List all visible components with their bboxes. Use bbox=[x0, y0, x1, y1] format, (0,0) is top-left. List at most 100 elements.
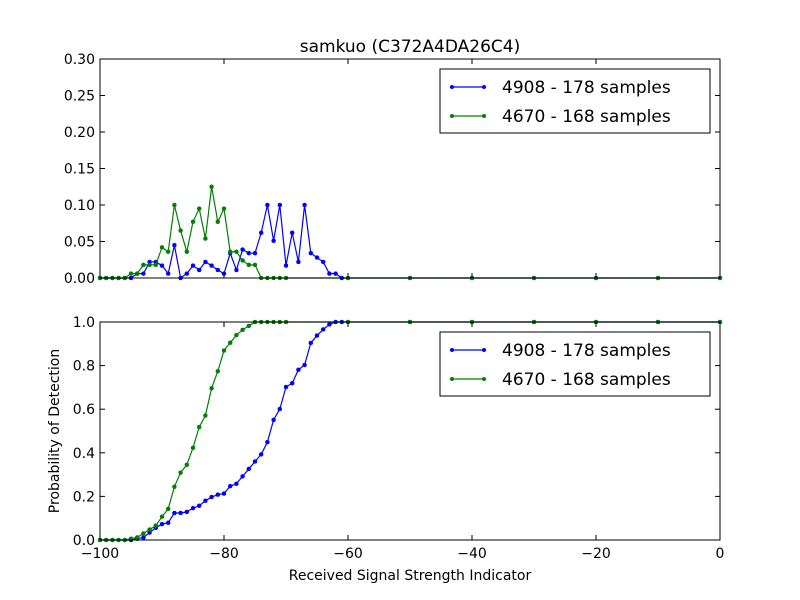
top-series-1-point bbox=[221, 206, 227, 211]
bottom-legend-swatch-marker bbox=[450, 377, 454, 381]
bottom-legend-swatch-marker bbox=[450, 348, 454, 352]
bottom-ytick-label: 0.6 bbox=[73, 402, 95, 418]
bottom-legend-label: 4908 - 178 samples bbox=[502, 341, 671, 361]
top-series-0-point bbox=[190, 263, 196, 268]
bottom-xtick-label: −80 bbox=[209, 546, 239, 562]
top-ytick-label: 0.10 bbox=[64, 198, 95, 214]
bottom-ytick-label: 1.0 bbox=[73, 315, 95, 331]
top-series-0-point bbox=[265, 202, 270, 208]
top-series-0-point bbox=[184, 271, 190, 276]
top-series-0-point bbox=[215, 267, 221, 273]
bottom-xtick-label: −20 bbox=[581, 546, 611, 562]
bottom-series-1-point bbox=[159, 514, 165, 519]
bottom-series-1-point bbox=[141, 531, 146, 536]
top-series-1-point bbox=[227, 249, 233, 254]
top-legend: 4908 - 178 samples 4670 - 168 samples bbox=[439, 68, 711, 134]
bottom-series-0-point bbox=[234, 481, 239, 487]
top-legend-label: 4908 - 178 samples bbox=[502, 78, 671, 98]
bottom-series-0-point bbox=[203, 498, 208, 504]
bottom-series-0-point bbox=[184, 509, 190, 515]
top-ytick-label: 0.00 bbox=[64, 271, 95, 287]
top-series-1-point bbox=[234, 249, 239, 254]
top-series-0-point bbox=[283, 263, 289, 268]
top-series-0-point bbox=[252, 250, 258, 256]
bottom-series-0-point bbox=[172, 510, 177, 516]
top-series-1-point bbox=[134, 271, 140, 276]
bottom-series-0-point bbox=[246, 466, 252, 472]
bottom-series-1-point bbox=[209, 386, 214, 391]
top-ytick-label: 0.30 bbox=[64, 52, 95, 68]
top-series-0-point bbox=[296, 259, 301, 265]
top-series-0-point bbox=[320, 259, 326, 265]
top-series-1-point bbox=[165, 249, 171, 254]
bottom-series-0-point bbox=[178, 510, 183, 516]
top-series-0-point bbox=[203, 259, 208, 265]
top-series-0-point bbox=[302, 202, 307, 208]
bottom-series-1-point bbox=[147, 527, 152, 532]
y-axis-label: Probability of Detection bbox=[47, 349, 63, 513]
bottom-legend: 4908 - 178 samples 4670 - 168 samples bbox=[439, 331, 711, 397]
top-series-0-point bbox=[271, 238, 276, 244]
top-series-1-point bbox=[246, 262, 252, 268]
top-series-1-point bbox=[203, 236, 208, 241]
top-series-0-point bbox=[258, 230, 264, 235]
bottom-series-0-point bbox=[302, 362, 307, 368]
top-subplot: samkuo (C372A4DA26C4) 0.000.050.100.150.… bbox=[64, 37, 723, 287]
top-series-1-point bbox=[184, 249, 190, 254]
bottom-series-0-point bbox=[240, 474, 245, 479]
bottom-series-1-point bbox=[165, 506, 171, 512]
bottom-series-0-point bbox=[277, 406, 283, 412]
bottom-series-1-point bbox=[215, 369, 221, 374]
top-legend-box bbox=[439, 68, 711, 134]
bottom-series-0-point bbox=[190, 505, 196, 511]
bottom-series-0-point bbox=[327, 322, 332, 327]
bottom-series-0-point bbox=[252, 459, 258, 464]
top-series-1-point bbox=[147, 262, 152, 268]
top-series-0-point bbox=[327, 271, 332, 276]
top-series-0-point bbox=[172, 242, 177, 248]
bottom-series-1-point bbox=[184, 462, 190, 468]
bottom-series-0-point bbox=[159, 521, 165, 527]
bottom-series-0-point bbox=[314, 333, 320, 338]
top-series-1-point bbox=[141, 262, 146, 268]
bottom-series-1-point bbox=[240, 327, 245, 333]
top-series-0-point bbox=[308, 250, 314, 256]
top-series-0-point bbox=[165, 271, 171, 276]
top-series-1-point bbox=[178, 228, 183, 233]
bottom-series-0-point bbox=[165, 520, 171, 526]
bottom-series-0-point bbox=[209, 494, 214, 500]
bottom-series-1-point bbox=[190, 445, 196, 451]
bottom-series-0-point bbox=[283, 384, 289, 390]
top-ytick-label: 0.25 bbox=[64, 89, 95, 105]
bottom-ytick-label: 0.8 bbox=[73, 359, 95, 375]
top-ytick-label: 0.15 bbox=[64, 162, 95, 178]
top-series-0-point bbox=[246, 250, 252, 256]
bottom-series-1-point bbox=[234, 332, 239, 338]
bottom-xtick-label: −100 bbox=[81, 546, 119, 562]
bottom-ytick-label: 0.0 bbox=[73, 533, 95, 549]
bottom-series-0-point bbox=[215, 492, 221, 497]
bottom-series-0-point bbox=[265, 439, 270, 445]
bottom-series-1-point bbox=[196, 424, 202, 430]
bottom-series-0-point bbox=[196, 503, 202, 509]
bottom-series-0-point bbox=[221, 491, 227, 496]
bottom-series-1-point bbox=[246, 323, 252, 329]
bottom-legend-swatch-marker bbox=[482, 348, 486, 352]
top-ytick-label: 0.05 bbox=[64, 235, 95, 251]
top-series-1-point bbox=[190, 219, 196, 225]
bottom-xtick-label: −40 bbox=[457, 546, 487, 562]
top-legend-swatch-marker bbox=[450, 85, 454, 89]
bottom-series-0-point bbox=[141, 535, 146, 540]
top-series-0-point bbox=[159, 263, 165, 268]
top-series-0-point bbox=[289, 230, 295, 235]
top-series-1-point bbox=[196, 206, 202, 211]
top-series-1-point bbox=[128, 271, 134, 276]
top-series-1-point bbox=[240, 258, 245, 263]
bottom-xtick-label: 0 bbox=[716, 546, 725, 562]
bottom-series-0-point bbox=[308, 340, 314, 346]
bottom-axis-ticks: 0.0 0.2 0.4 0.6 0.8 1.0 −100 −80 −60 −40 −20 0 bbox=[73, 315, 725, 562]
bottom-plot-frame bbox=[99, 321, 721, 541]
bottom-series-0-point bbox=[227, 483, 233, 489]
top-series-0-point bbox=[240, 247, 245, 252]
bottom-xtick-label: −60 bbox=[333, 546, 363, 562]
